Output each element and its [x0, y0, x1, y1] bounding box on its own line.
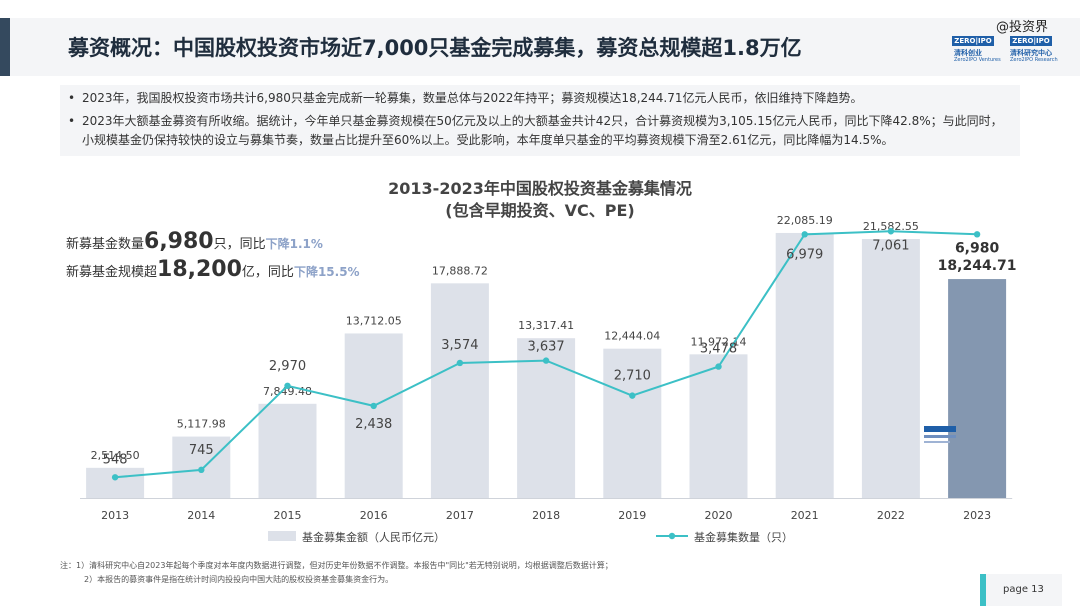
count-value-label: 6,980 — [955, 240, 1000, 256]
x-tick-label: 2023 — [963, 509, 991, 522]
watermark-text: @投资界 — [996, 20, 1049, 35]
x-tick-label: 2020 — [705, 509, 733, 522]
legend-line-label: 基金募集数量（只） — [694, 530, 793, 544]
bar-2013 — [86, 467, 145, 498]
count-value-label: 3,478 — [700, 342, 737, 357]
count-point-2020 — [715, 363, 722, 370]
count-point-2019 — [629, 392, 636, 399]
count-point-2017 — [456, 359, 464, 367]
footnote: 2）本报告的募资事件是指在统计时间内投投向中国大陆的股权投资基金募集资金行为。 — [84, 575, 394, 584]
x-tick-label: 2018 — [532, 509, 560, 522]
bar-value-label: 2,514.50 — [91, 449, 140, 462]
bar-value-label: 22,085.19 — [777, 214, 833, 227]
summary-bullets: 2023年，我国股权投资市场共计6,980只基金完成新一轮募集，数量总体与202… — [60, 85, 1020, 156]
bar-2015 — [258, 403, 317, 498]
bullet-point: 2023年，我国股权投资市场共计6,980只基金完成新一轮募集，数量总体与202… — [68, 89, 1012, 108]
count-value-label: 745 — [189, 443, 214, 458]
page-number: page 13 — [1003, 584, 1044, 595]
bar-value-label: 12,444.04 — [604, 330, 660, 343]
x-tick-label: 2017 — [446, 509, 474, 522]
bar-2023 — [948, 279, 1007, 498]
count-point-2021 — [801, 231, 808, 238]
bar-2017 — [430, 283, 489, 498]
title-accent-stripe — [0, 18, 10, 76]
count-point-2015 — [284, 382, 291, 389]
x-tick-label: 2021 — [791, 509, 819, 522]
legend-bar-label: 基金募集金额（人民币亿元） — [302, 530, 445, 544]
callout-text: 新募基金规模超18,200亿，同比下降15.5% — [66, 257, 360, 282]
x-tick-label: 2013 — [101, 509, 129, 522]
count-value-label: 3,574 — [441, 338, 478, 353]
bar-2016 — [344, 333, 403, 498]
logo-en-research: Zero2IPO Research — [1010, 57, 1058, 63]
count-point-2018 — [542, 357, 550, 364]
bullet-point: 2023年大额基金募资有所收缩。据统计，今年单只基金募资规模在50亿元及以上的大… — [68, 112, 1012, 150]
bar-2018 — [517, 338, 576, 498]
chart-subtitle: (包含早期投资、VC、PE) — [445, 201, 634, 220]
bar-2022 — [861, 239, 920, 498]
page-number-box — [980, 574, 1062, 606]
chart-logo-stamp-line — [924, 441, 950, 443]
bar-value-label: 18,244.71 — [938, 258, 1017, 274]
chart-title: 2013-2023年中国股权投资基金募集情况 — [388, 179, 692, 198]
bar-2019 — [603, 348, 662, 498]
count-point-2022 — [887, 228, 895, 235]
count-value-label: 7,061 — [872, 238, 909, 253]
count-value-label: 2,710 — [614, 369, 651, 384]
x-tick-label: 2014 — [187, 509, 215, 522]
chart-logo-stamp-line — [924, 435, 956, 438]
count-value-label: 548 — [103, 452, 128, 467]
bar-value-label: 13,712.05 — [346, 314, 402, 327]
x-tick-label: 2022 — [877, 509, 905, 522]
logo-cn-research: 清科研究中心 — [1010, 49, 1052, 57]
count-point-2023 — [973, 231, 981, 238]
count-value-label: 2,970 — [269, 359, 306, 374]
count-value-label: 6,979 — [786, 247, 823, 262]
legend-bar-swatch — [268, 531, 296, 541]
x-tick-label: 2015 — [274, 509, 302, 522]
page-title: 募资概况：中国股权投资市场近7,000只基金完成募集，募资总规模超1.8万亿 — [68, 36, 802, 60]
zero2ipo-logo: ZERO|IPO ZERO|IPO 清科创业 清科研究中心 Zero2IPO V… — [952, 36, 1058, 66]
bar-2020 — [689, 354, 748, 498]
bar-value-label: 13,317.41 — [518, 319, 574, 332]
count-value-label: 3,637 — [527, 340, 564, 355]
logo-en-ventures: Zero2IPO Ventures — [954, 57, 1001, 63]
count-point-2013 — [111, 474, 119, 481]
bar-2021 — [775, 232, 834, 498]
logo-cn-ventures: 清科创业 — [954, 49, 982, 57]
footnote: 注：1）清科研究中心自2023年起每个季度对本年度内数据进行调整，但对历史年份数… — [60, 561, 613, 570]
count-value-label: 2,438 — [355, 417, 392, 432]
chart-logo-stamp — [924, 426, 956, 432]
bar-value-label: 5,117.98 — [177, 418, 226, 431]
title-band — [10, 18, 1080, 76]
count-point-2014 — [198, 466, 205, 474]
bar-value-label: 17,888.72 — [432, 264, 488, 277]
bar-value-label: 21,582.55 — [863, 220, 919, 233]
legend-line-marker — [668, 532, 676, 540]
callout-text: 新募基金数量6,980只，同比下降1.1% — [66, 229, 323, 254]
page-accent-bar — [980, 574, 986, 606]
logo-zero-ipo-a: ZERO|IPO — [952, 36, 994, 46]
fundraising-chart: 2013-2023年中国股权投资基金募集情况 (包含早期投资、VC、PE) 2,51… — [66, 179, 1017, 544]
x-tick-label: 2019 — [618, 509, 646, 522]
x-tick-label: 2016 — [360, 509, 388, 522]
count-point-2016 — [370, 402, 377, 410]
logo-zero-ipo-b: ZERO|IPO — [1010, 36, 1052, 46]
